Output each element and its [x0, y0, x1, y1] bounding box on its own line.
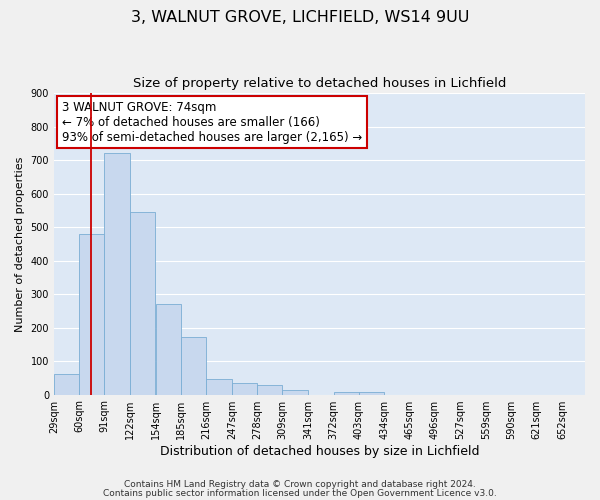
Bar [283, 390, 308, 394]
Bar [79, 234, 104, 394]
Bar [257, 385, 283, 394]
Bar [359, 392, 385, 394]
Text: Contains public sector information licensed under the Open Government Licence v3: Contains public sector information licen… [103, 488, 497, 498]
Bar [334, 392, 359, 394]
Bar [54, 374, 79, 394]
Text: 3 WALNUT GROVE: 74sqm
← 7% of detached houses are smaller (166)
93% of semi-deta: 3 WALNUT GROVE: 74sqm ← 7% of detached h… [62, 100, 362, 144]
Bar [130, 212, 155, 394]
Bar [156, 304, 181, 394]
Bar [104, 154, 130, 394]
X-axis label: Distribution of detached houses by size in Lichfield: Distribution of detached houses by size … [160, 444, 479, 458]
Title: Size of property relative to detached houses in Lichfield: Size of property relative to detached ho… [133, 78, 506, 90]
Text: 3, WALNUT GROVE, LICHFIELD, WS14 9UU: 3, WALNUT GROVE, LICHFIELD, WS14 9UU [131, 10, 469, 25]
Text: Contains HM Land Registry data © Crown copyright and database right 2024.: Contains HM Land Registry data © Crown c… [124, 480, 476, 489]
Bar [181, 336, 206, 394]
Y-axis label: Number of detached properties: Number of detached properties [15, 156, 25, 332]
Bar [206, 378, 232, 394]
Bar [232, 383, 257, 394]
